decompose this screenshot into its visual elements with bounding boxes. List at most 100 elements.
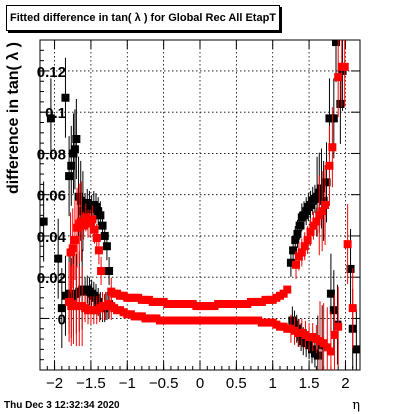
data-point xyxy=(76,196,85,205)
data-point xyxy=(88,215,97,224)
data-point xyxy=(334,73,343,82)
data-point xyxy=(291,236,300,245)
y-tick-label: 0.12 xyxy=(37,64,66,81)
data-point xyxy=(86,219,95,228)
data-point xyxy=(70,145,79,154)
data-point xyxy=(74,192,83,201)
x-tick-label: 1 xyxy=(269,375,277,392)
data-point xyxy=(81,203,90,212)
data-point xyxy=(319,196,328,205)
data-point xyxy=(94,207,103,216)
data-point xyxy=(77,217,86,226)
data-point xyxy=(336,99,345,108)
x-tick-label: −0.5 xyxy=(149,375,179,392)
data-point xyxy=(292,260,300,269)
data-point xyxy=(329,306,338,315)
x-tick-label: −1.5 xyxy=(76,375,106,392)
data-point xyxy=(309,221,318,230)
data-point xyxy=(100,231,109,240)
data-point xyxy=(70,236,79,245)
data-point xyxy=(73,223,82,232)
data-point xyxy=(328,143,337,152)
y-tick-label: 0.02 xyxy=(37,270,66,287)
data-point xyxy=(322,178,331,187)
x-tick-label: 2 xyxy=(341,375,349,392)
y-tick-label: 0.04 xyxy=(37,229,67,246)
data-point xyxy=(98,221,107,230)
data-point xyxy=(319,339,328,348)
data-points xyxy=(40,40,360,370)
data-point xyxy=(92,293,100,302)
grid-lines xyxy=(40,40,360,370)
y-tick-label: 0.06 xyxy=(37,188,66,205)
data-point xyxy=(85,201,94,209)
data-point xyxy=(90,225,99,234)
data-point xyxy=(312,217,321,226)
data-point xyxy=(87,205,96,214)
data-point xyxy=(352,345,360,354)
data-point xyxy=(329,114,338,123)
data-point xyxy=(286,258,295,267)
data-point xyxy=(40,217,48,226)
timestamp-footer: Thu Dec 3 12:32:34 2020 xyxy=(4,400,120,411)
data-point xyxy=(300,211,308,220)
data-point xyxy=(68,244,77,253)
data-point xyxy=(300,242,309,251)
data-point xyxy=(72,135,81,143)
data-point xyxy=(81,213,90,222)
data-point xyxy=(46,114,55,123)
data-point xyxy=(288,316,297,325)
data-point xyxy=(67,161,76,170)
data-point xyxy=(69,149,78,158)
data-point xyxy=(306,227,315,236)
data-point xyxy=(323,343,332,352)
data-point xyxy=(78,207,87,216)
data-point xyxy=(79,221,88,230)
data-point xyxy=(317,184,326,193)
data-point xyxy=(102,242,111,251)
data-point xyxy=(66,248,75,257)
data-point xyxy=(330,330,339,339)
x-axis-ticks: −2 −1.5 −1 −0.5 0 0.5 1 1.5 2 xyxy=(46,40,354,392)
data-point xyxy=(313,351,322,360)
data-point xyxy=(293,229,302,238)
data-point xyxy=(279,289,288,298)
data-point xyxy=(315,211,324,220)
data-point xyxy=(289,246,298,255)
data-point xyxy=(96,211,105,220)
data-point xyxy=(321,201,330,209)
data-point xyxy=(340,62,349,71)
data-point xyxy=(348,304,357,313)
data-point xyxy=(318,207,327,216)
data-point xyxy=(334,322,343,331)
data-point xyxy=(105,267,114,275)
data-point xyxy=(92,203,100,212)
data-point xyxy=(303,236,312,245)
data-point xyxy=(294,252,303,261)
data-point xyxy=(65,297,74,306)
data-point xyxy=(97,267,106,275)
data-point xyxy=(306,201,315,209)
data-point xyxy=(297,248,306,257)
data-point xyxy=(94,297,103,306)
x-tick-label: −1 xyxy=(119,375,136,392)
x-axis-label: η xyxy=(352,398,360,413)
data-point xyxy=(325,114,334,123)
data-point xyxy=(297,333,306,341)
data-point xyxy=(92,234,101,242)
x-tick-label: 0.5 xyxy=(226,375,247,392)
data-point xyxy=(295,221,304,230)
data-point xyxy=(325,161,334,170)
x-tick-label: 0 xyxy=(196,375,204,392)
x-tick-label: −2 xyxy=(46,375,63,392)
data-point xyxy=(346,264,355,273)
data-point xyxy=(283,285,292,294)
y-axis-label: difference in tan( λ ) xyxy=(5,42,22,194)
data-point xyxy=(332,40,340,47)
data-point xyxy=(57,304,66,313)
data-point xyxy=(94,246,103,255)
data-point xyxy=(302,207,311,216)
data-point xyxy=(326,289,335,298)
data-point xyxy=(313,192,322,201)
